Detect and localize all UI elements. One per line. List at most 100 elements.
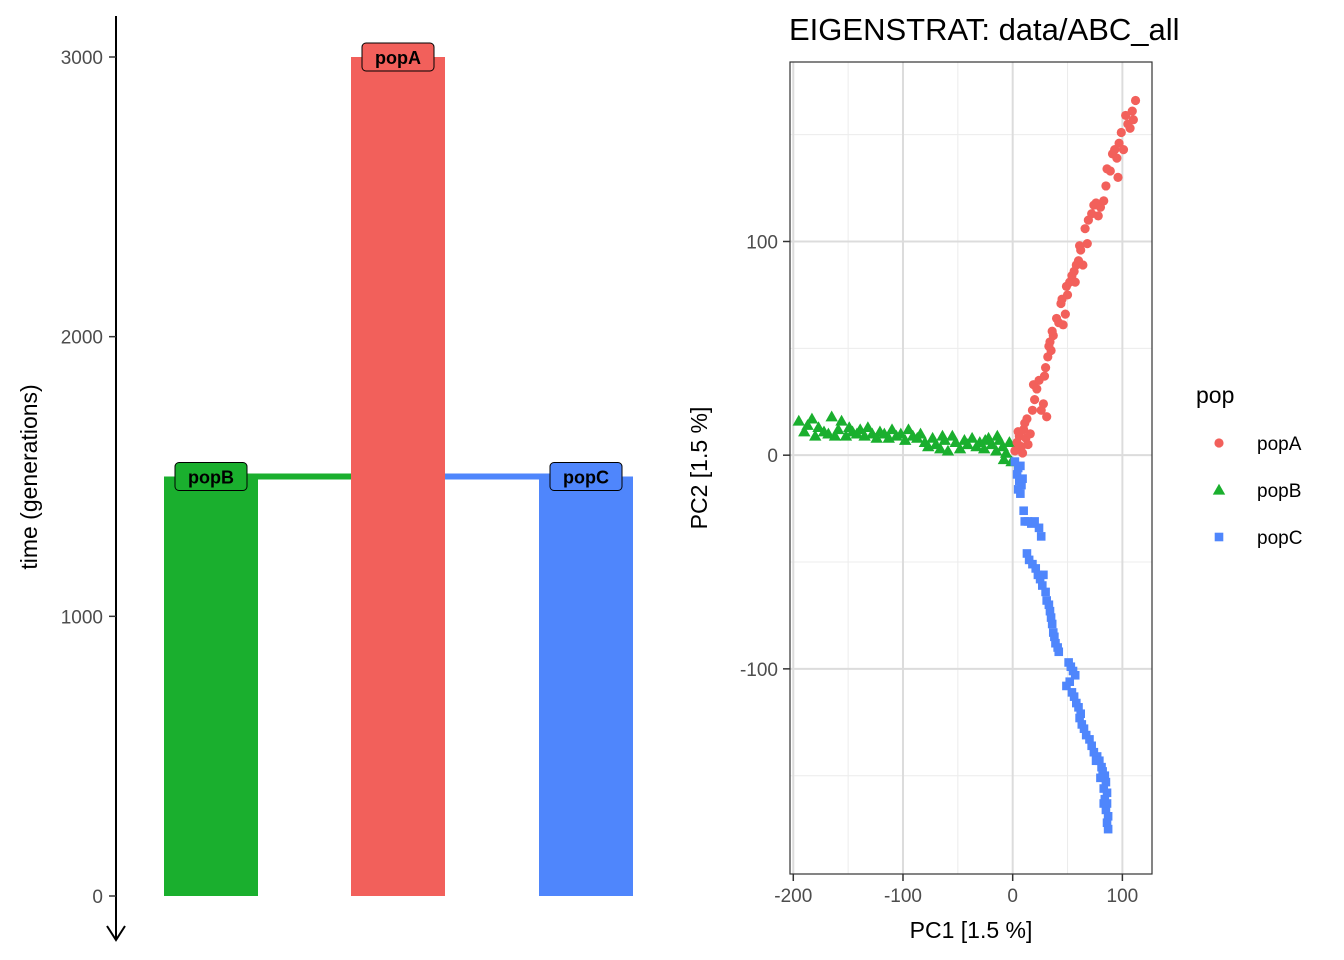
pc2-tick-label: 100 — [746, 232, 778, 253]
point-popB — [885, 423, 899, 435]
point-popC — [1074, 703, 1083, 712]
point-popA — [1027, 405, 1038, 415]
point-popC — [1075, 713, 1084, 723]
time-axis-arrow-icon — [106, 925, 126, 942]
point-popC — [1101, 777, 1111, 787]
population-label-popC: popC — [563, 468, 609, 488]
point-popA — [1127, 106, 1137, 116]
pc1-tick-label: -100 — [884, 886, 922, 907]
point-popB — [990, 444, 1003, 456]
point-popB — [805, 412, 819, 424]
point-popC — [1019, 506, 1028, 516]
legend: pop popA popB popC — [1196, 382, 1302, 549]
point-popA — [1099, 196, 1109, 206]
point-popA — [1113, 172, 1123, 182]
point-popB — [1003, 436, 1016, 448]
point-popB — [835, 414, 848, 426]
plot-title: EIGENSTRAT: data/ABC_all — [789, 12, 1180, 47]
point-popC — [1091, 756, 1101, 766]
point-popA — [1101, 181, 1111, 191]
pca-scatter-panel: EIGENSTRAT: data/ABC_all -200 -100 0 100 -10… — [686, 12, 1302, 943]
point-popC — [1101, 805, 1111, 815]
point-popA — [1118, 145, 1129, 155]
point-popB — [812, 421, 825, 433]
point-popC — [1031, 564, 1041, 573]
point-popA — [1080, 224, 1090, 234]
point-popA — [1023, 439, 1033, 450]
population-label-box-popA — [361, 42, 435, 72]
point-popC — [1047, 619, 1057, 629]
point-popA — [1105, 166, 1115, 176]
point-popA — [1032, 384, 1042, 394]
point-popB — [798, 425, 811, 437]
point-popA — [1040, 362, 1051, 373]
point-popA — [1045, 337, 1055, 347]
pc2-tick-label: -100 — [740, 660, 778, 681]
point-popC — [1044, 600, 1054, 610]
point-popB — [979, 434, 992, 445]
pca-axis-ticks: -200 -100 0 100 -100 0 100 — [740, 232, 1138, 907]
point-popB — [941, 444, 955, 456]
pca-points — [792, 95, 1141, 834]
point-popA — [1112, 153, 1122, 163]
point-popC — [1050, 632, 1059, 642]
population-bar-popA — [351, 57, 445, 896]
pc1-tick-label: 100 — [1107, 886, 1139, 907]
point-popC — [1054, 647, 1064, 657]
population-timeline-panel: 0 1000 2000 3000 popB popA popC time (generat… — [16, 16, 633, 942]
point-popC — [1085, 735, 1094, 744]
legend-label-popC: popC — [1257, 528, 1302, 549]
point-popA — [1128, 115, 1138, 125]
point-popB — [985, 438, 999, 450]
legend-key-popB — [1212, 483, 1226, 495]
time-axis-ticks: 0 1000 2000 3000 — [61, 48, 116, 908]
point-popB — [861, 421, 875, 433]
point-popB — [832, 423, 845, 435]
point-popB — [997, 453, 1011, 465]
point-popB — [936, 429, 949, 441]
population-bar-popB — [164, 476, 258, 896]
pc1-tick-label: 0 — [1007, 886, 1018, 907]
point-popC — [1041, 587, 1050, 597]
legend-items: popA popB popC — [1212, 434, 1302, 549]
population-bars — [164, 57, 633, 896]
time-tick-label: 1000 — [61, 607, 103, 628]
point-popA — [1038, 399, 1048, 409]
point-popB — [825, 410, 838, 422]
legend-label-popB: popB — [1257, 481, 1301, 502]
point-popC — [1012, 470, 1022, 479]
point-popA — [1013, 427, 1023, 437]
point-popC — [1045, 606, 1055, 616]
point-popB — [894, 427, 907, 439]
point-popB — [961, 438, 974, 450]
point-popB — [839, 429, 853, 441]
point-popB — [934, 442, 947, 454]
point-popC — [1100, 771, 1110, 781]
point-popC — [1103, 812, 1113, 821]
point-popC — [1022, 549, 1032, 558]
point-popA — [1030, 395, 1040, 405]
time-tick-label: 2000 — [61, 328, 103, 349]
point-popB — [828, 429, 842, 441]
population-bar-popC — [539, 476, 633, 896]
pc2-tick-label: 0 — [767, 446, 778, 467]
point-popB — [898, 434, 912, 445]
point-popB — [870, 431, 883, 443]
point-popB — [822, 427, 835, 439]
point-popA — [1082, 239, 1092, 249]
population-label-box-popC — [549, 462, 623, 491]
point-popA — [1010, 446, 1020, 456]
point-popC — [1036, 532, 1046, 541]
point-popB — [977, 442, 991, 454]
legend-key-popC — [1214, 532, 1224, 542]
point-popC — [1018, 474, 1027, 483]
time-axis-title: time (generations) — [16, 384, 42, 569]
population-label-popA: popA — [375, 48, 421, 68]
point-popA — [1110, 145, 1120, 155]
point-popC — [1096, 773, 1105, 783]
point-popA — [1054, 318, 1064, 328]
pca-panel-border — [789, 61, 1153, 875]
point-popB — [902, 423, 915, 435]
point-popC — [1038, 581, 1047, 590]
